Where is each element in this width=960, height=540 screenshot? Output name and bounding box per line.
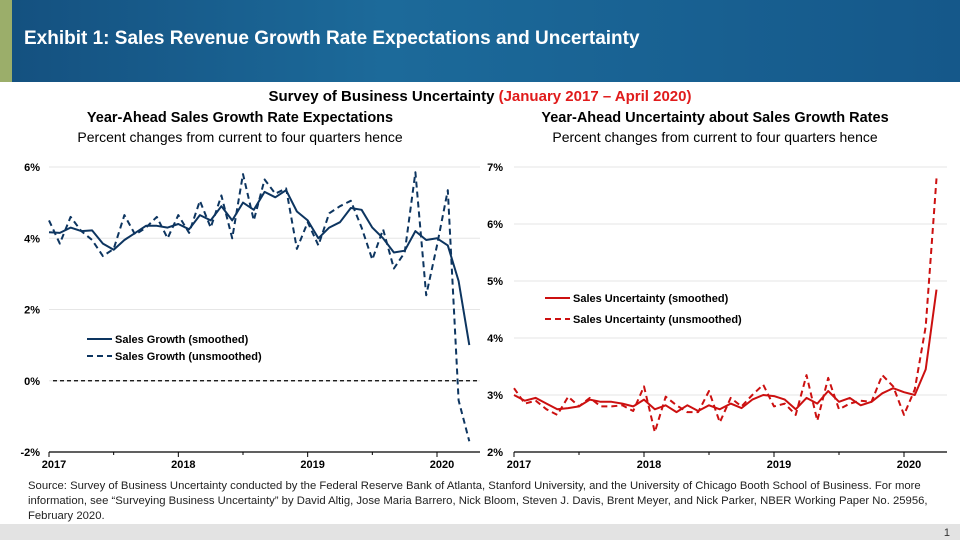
page-title: Exhibit 1: Sales Revenue Growth Rate Exp… (24, 28, 640, 49)
y-tick-label: 2% (24, 305, 40, 317)
accent-stripe (0, 0, 12, 82)
y-tick-label: 4% (487, 333, 503, 345)
left-chart-subtitle: Percent changes from current to four qua… (77, 129, 403, 145)
x-tick-label: 2018 (637, 459, 661, 471)
survey-name: Survey of Business Uncertainty (268, 88, 495, 105)
series-line-dashed (513, 178, 938, 434)
survey-title: Survey of Business Uncertainty (January … (0, 88, 960, 105)
y-tick-label: 3% (487, 390, 503, 402)
header-banner (0, 0, 960, 82)
y-tick-label: 6% (24, 162, 40, 174)
x-tick-label: 2017 (42, 459, 66, 471)
legend-label: Sales Uncertainty (smoothed) (573, 293, 729, 305)
x-tick-label: 2019 (767, 459, 791, 471)
y-tick-label: -2% (20, 447, 40, 459)
x-tick-label: 2017 (507, 459, 531, 471)
x-tick-label: 2018 (171, 459, 195, 471)
y-tick-label: 4% (24, 233, 40, 245)
survey-period: (January 2017 – April 2020) (498, 88, 692, 105)
y-tick-label: 5% (487, 276, 503, 288)
right-chart-title: Year-Ahead Uncertainty about Sales Growt… (541, 110, 889, 126)
y-tick-label: 7% (487, 162, 503, 174)
page-number: 1 (943, 527, 950, 539)
x-tick-label: 2020 (897, 459, 921, 471)
y-tick-label: 2% (487, 447, 503, 459)
legend-label: Sales Growth (smoothed) (115, 334, 249, 346)
y-tick-label: 6% (487, 219, 503, 231)
x-tick-label: 2020 (430, 459, 454, 471)
footer-bar (0, 524, 960, 540)
source-note: Source: Survey of Business Uncertainty c… (28, 480, 928, 522)
series-line-solid (513, 289, 938, 414)
legend-label: Sales Growth (unsmoothed) (115, 351, 262, 363)
series-line-dashed (48, 171, 471, 442)
x-tick-label: 2019 (300, 459, 324, 471)
left-chart-title: Year-Ahead Sales Growth Rate Expectation… (86, 110, 394, 126)
y-tick-label: 0% (24, 376, 40, 388)
right-chart-subtitle: Percent changes from current to four qua… (552, 129, 878, 145)
legend-label: Sales Uncertainty (unsmoothed) (573, 314, 742, 326)
series-line-solid (48, 189, 471, 346)
